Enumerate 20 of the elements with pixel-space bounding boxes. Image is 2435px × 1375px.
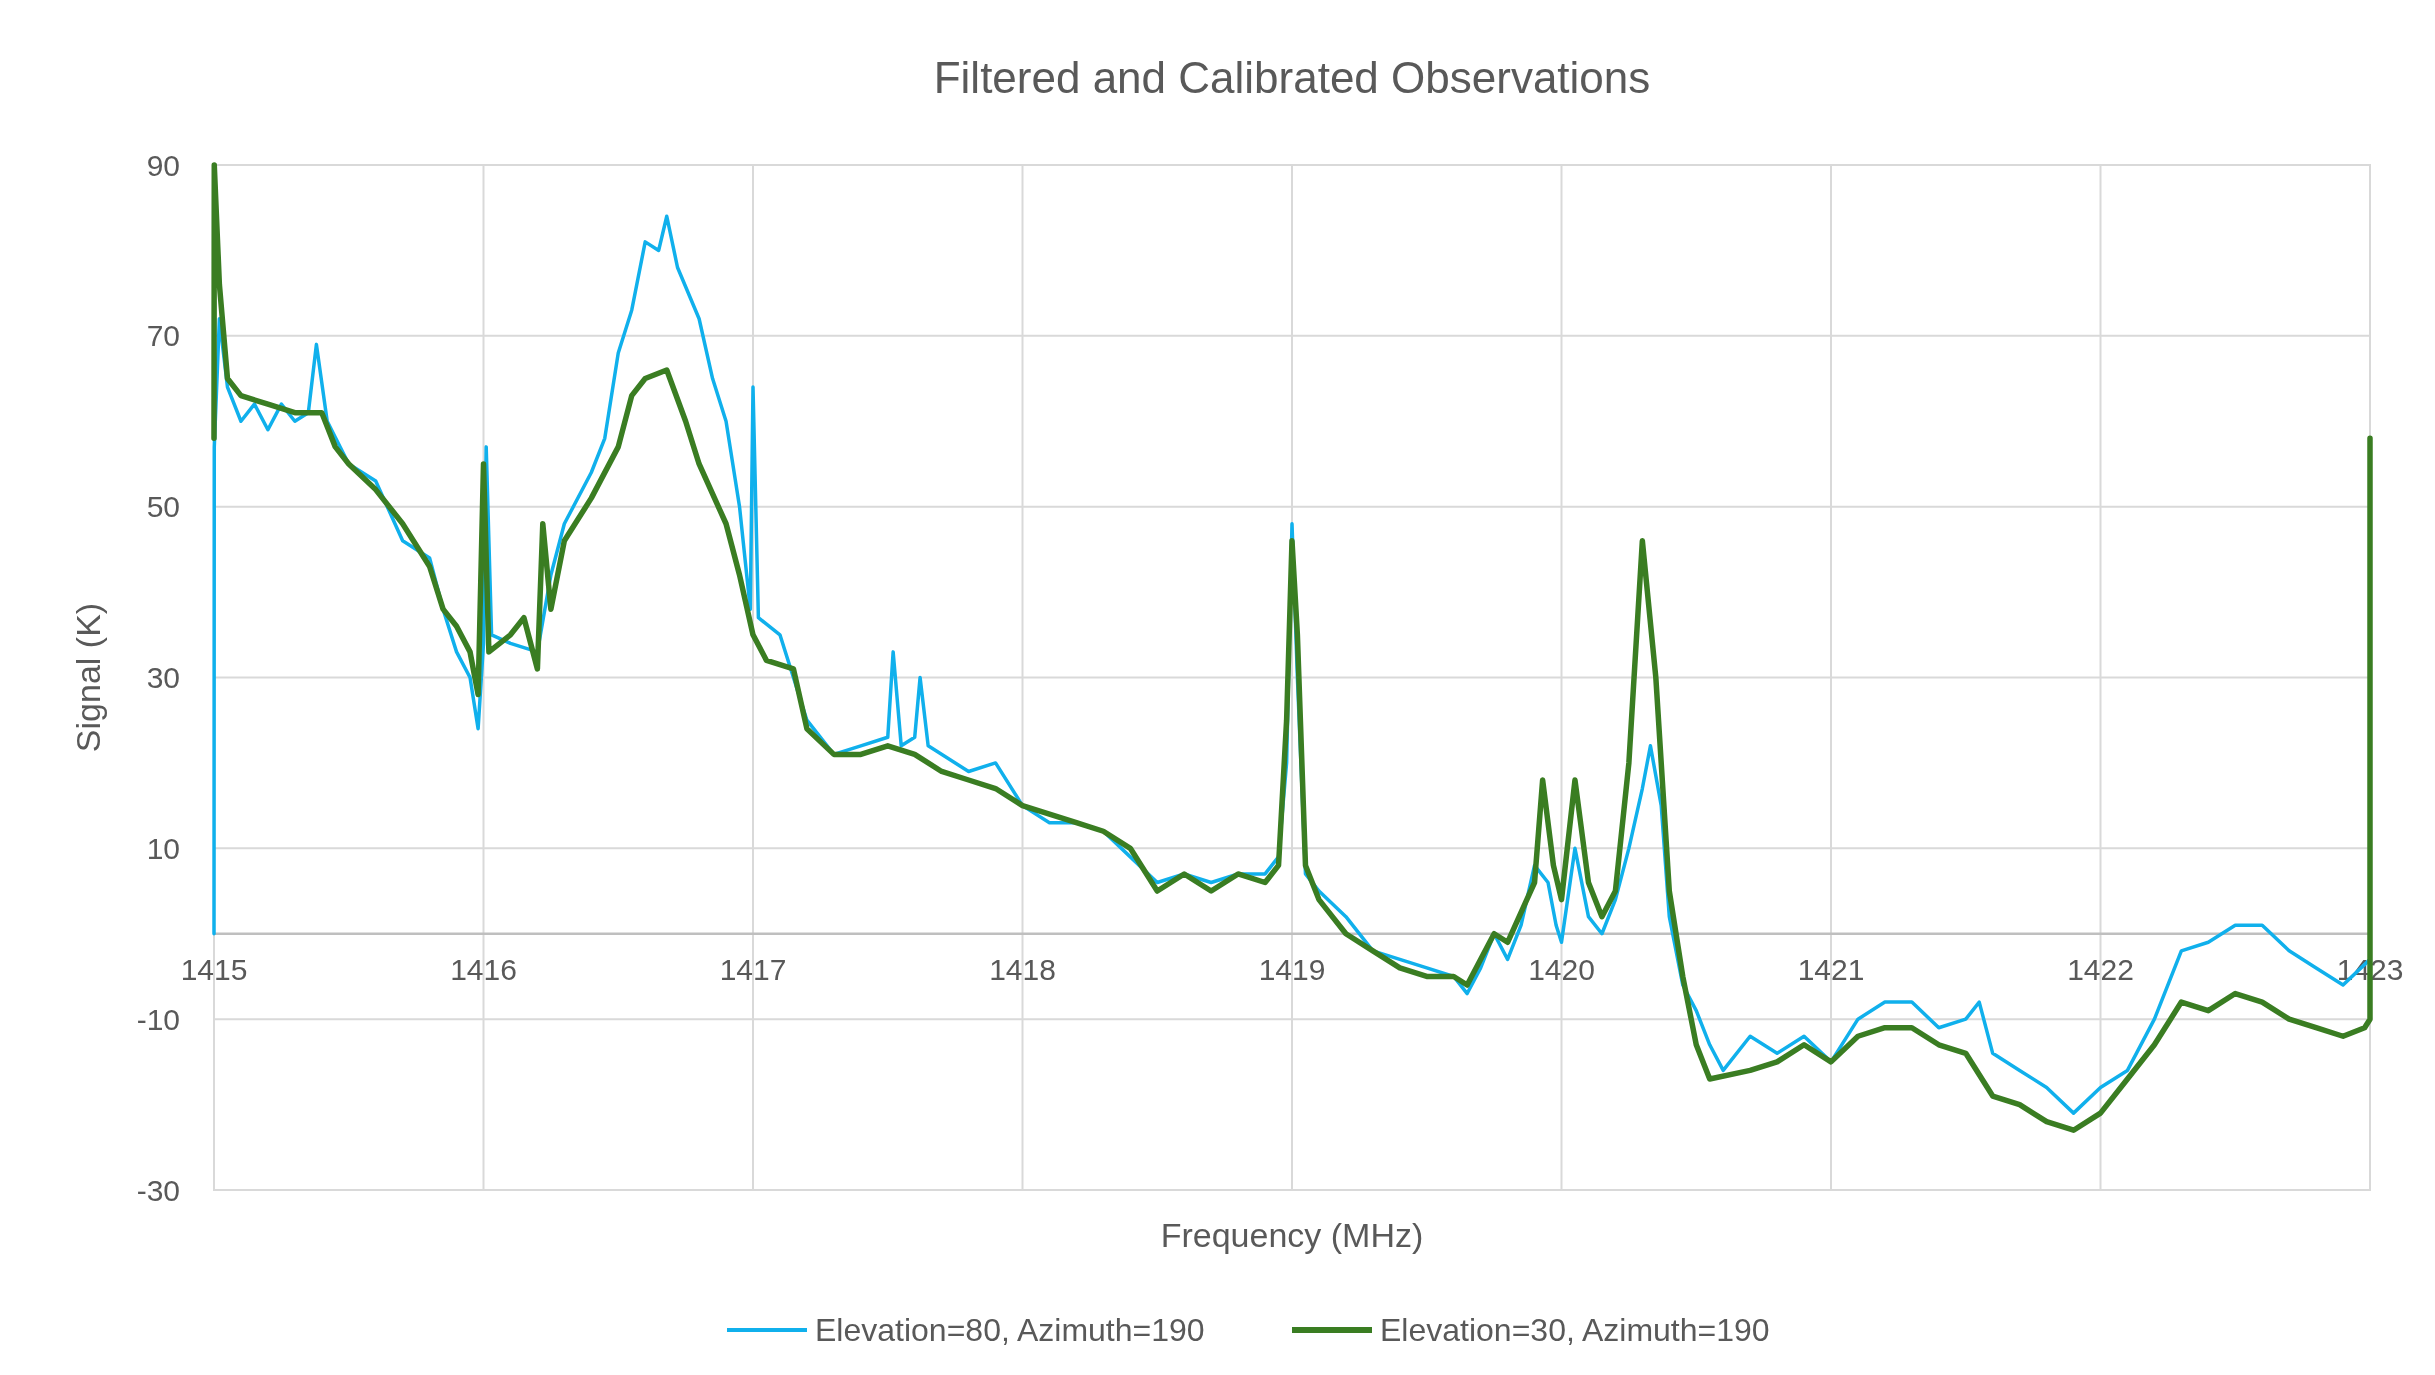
legend-label: Elevation=30, Azimuth=190 xyxy=(1380,1312,1770,1349)
x-tick-label: 1422 xyxy=(2067,952,2134,986)
x-tick-label: 1415 xyxy=(180,952,248,986)
x-tick-label: 1420 xyxy=(1528,952,1595,986)
y-axis-title: Signal (K) xyxy=(69,602,107,753)
x-tick-label: 1418 xyxy=(989,952,1056,986)
x-tick-label: 1419 xyxy=(1258,952,1326,986)
x-tick-label: 1417 xyxy=(719,952,787,986)
legend-label: Elevation=80, Azimuth=190 xyxy=(815,1312,1205,1349)
x-tick-label: 1416 xyxy=(450,952,517,986)
y-tick-label: 70 xyxy=(146,319,180,353)
y-tick-label: -30 xyxy=(136,1173,180,1207)
y-tick-label: 90 xyxy=(146,148,180,182)
y-tick-label: 30 xyxy=(146,661,180,694)
y-tick-label: 10 xyxy=(146,831,180,865)
y-tick-label: -10 xyxy=(136,1002,180,1036)
x-tick-label: 1421 xyxy=(1797,952,1865,986)
chart-title: Filtered and Calibrated Observations xyxy=(933,53,1651,102)
x-axis-title: Frequency (MHz) xyxy=(1160,1216,1424,1254)
y-tick-label: 50 xyxy=(146,490,180,524)
